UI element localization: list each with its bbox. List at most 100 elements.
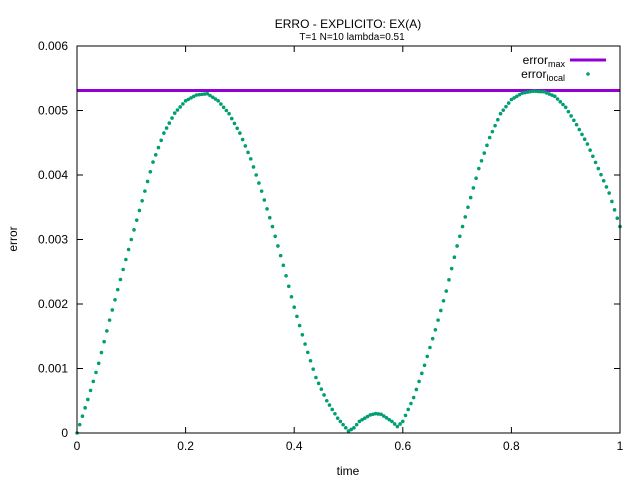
data-point-interp — [392, 422, 397, 426]
data-point-interp — [430, 336, 435, 341]
data-point-interp — [591, 154, 595, 159]
data-point — [259, 189, 264, 193]
data-point — [379, 412, 383, 417]
y-tick-label: 0.006 — [38, 39, 68, 53]
data-point-interp — [305, 350, 310, 355]
data-point-interp — [297, 323, 302, 328]
x-tick-label: 0.2 — [177, 439, 194, 453]
y-tick-label: 0.001 — [38, 362, 68, 376]
data-point-interp — [143, 189, 147, 193]
data-point-interp — [286, 284, 291, 289]
data-point-interp — [360, 417, 364, 422]
data-point — [373, 411, 378, 416]
data-point-interp — [327, 403, 332, 407]
x-tick-label: 1 — [617, 439, 624, 453]
data-point — [422, 363, 427, 368]
data-point — [520, 91, 525, 95]
data-point — [205, 91, 210, 96]
data-point — [542, 89, 546, 94]
data-point-interp — [219, 102, 223, 106]
data-point — [433, 328, 438, 332]
data-point-interp — [572, 118, 576, 123]
data-point-interp — [449, 266, 454, 271]
data-point-interp — [99, 350, 104, 355]
data-point-interp — [134, 218, 139, 222]
data-point-interp — [436, 318, 440, 322]
data-point — [183, 99, 188, 103]
data-point-interp — [124, 257, 128, 262]
data-point-interp — [83, 406, 87, 410]
data-point-interp — [555, 97, 560, 101]
data-point — [303, 342, 307, 346]
data-point-interp — [349, 427, 354, 432]
plot-frame — [76, 45, 621, 434]
data-point-interp — [77, 422, 82, 427]
data-point-interp — [91, 379, 96, 384]
data-point-interp — [221, 105, 226, 110]
data-point — [194, 93, 199, 97]
data-point — [248, 157, 253, 161]
data-point-interp — [599, 172, 603, 177]
data-point-interp — [365, 414, 370, 419]
data-point-interp — [515, 94, 519, 99]
data-point-interp — [536, 89, 541, 94]
x-axis-label: time — [337, 464, 360, 478]
data-point-interp — [384, 416, 389, 420]
data-point-interp — [265, 207, 269, 211]
data-point-interp — [539, 89, 544, 94]
data-point-interp — [343, 426, 348, 430]
data-point-interp — [409, 401, 413, 406]
data-point — [227, 111, 231, 116]
data-point-interp — [569, 114, 573, 118]
data-point-interp — [311, 367, 316, 371]
data-point-interp — [110, 308, 115, 312]
data-point-interp — [121, 267, 125, 272]
data-point-interp — [175, 108, 180, 112]
data-point — [352, 426, 356, 430]
data-point — [129, 237, 134, 242]
data-point-interp — [362, 416, 367, 420]
data-point — [292, 305, 297, 310]
data-point — [411, 395, 416, 400]
data-point-interp — [544, 91, 549, 95]
data-point-interp — [159, 138, 163, 143]
x-tick-label: 0.4 — [286, 439, 303, 453]
data-point-interp — [485, 143, 489, 148]
chart-title: ERRO - EXPLICITO: EX(A) — [275, 17, 421, 31]
data-point-interp — [547, 92, 552, 96]
data-point-interp — [496, 117, 500, 122]
data-point-interp — [588, 148, 592, 152]
data-point-interp — [145, 179, 150, 184]
data-point-interp — [137, 208, 142, 213]
legend-label-sub: local — [546, 73, 565, 83]
x-tick-label: 0 — [74, 439, 81, 453]
data-point-interp — [452, 255, 457, 260]
data-point-interp — [257, 181, 261, 185]
legend-label-base: error — [523, 53, 548, 67]
data-point — [162, 131, 166, 135]
data-point-interp — [615, 216, 620, 221]
data-point-interp — [398, 422, 402, 426]
legend-label-error_local: errorlocal — [521, 67, 565, 83]
data-point — [238, 131, 242, 135]
data-point-interp — [381, 414, 386, 418]
data-point-interp — [534, 89, 538, 94]
legend-label-error_max: errormax — [523, 53, 566, 69]
data-point — [395, 424, 400, 429]
data-point-interp — [202, 92, 207, 96]
data-point — [585, 142, 590, 146]
data-point-interp — [490, 129, 495, 134]
data-point-interp — [333, 412, 337, 416]
chart-subtitle: T=1 N=10 lambda=0.51 — [299, 32, 405, 43]
data-point-interp — [246, 150, 250, 155]
data-point-interp — [471, 186, 476, 190]
data-point — [151, 160, 155, 164]
data-point — [477, 166, 481, 171]
data-point-interp — [210, 95, 215, 100]
data-point-interp — [251, 165, 256, 169]
data-point-interp — [186, 97, 191, 102]
data-point-interp — [295, 314, 299, 319]
data-point-interp — [278, 253, 283, 258]
data-marks — [75, 89, 622, 435]
data-point — [118, 277, 123, 282]
